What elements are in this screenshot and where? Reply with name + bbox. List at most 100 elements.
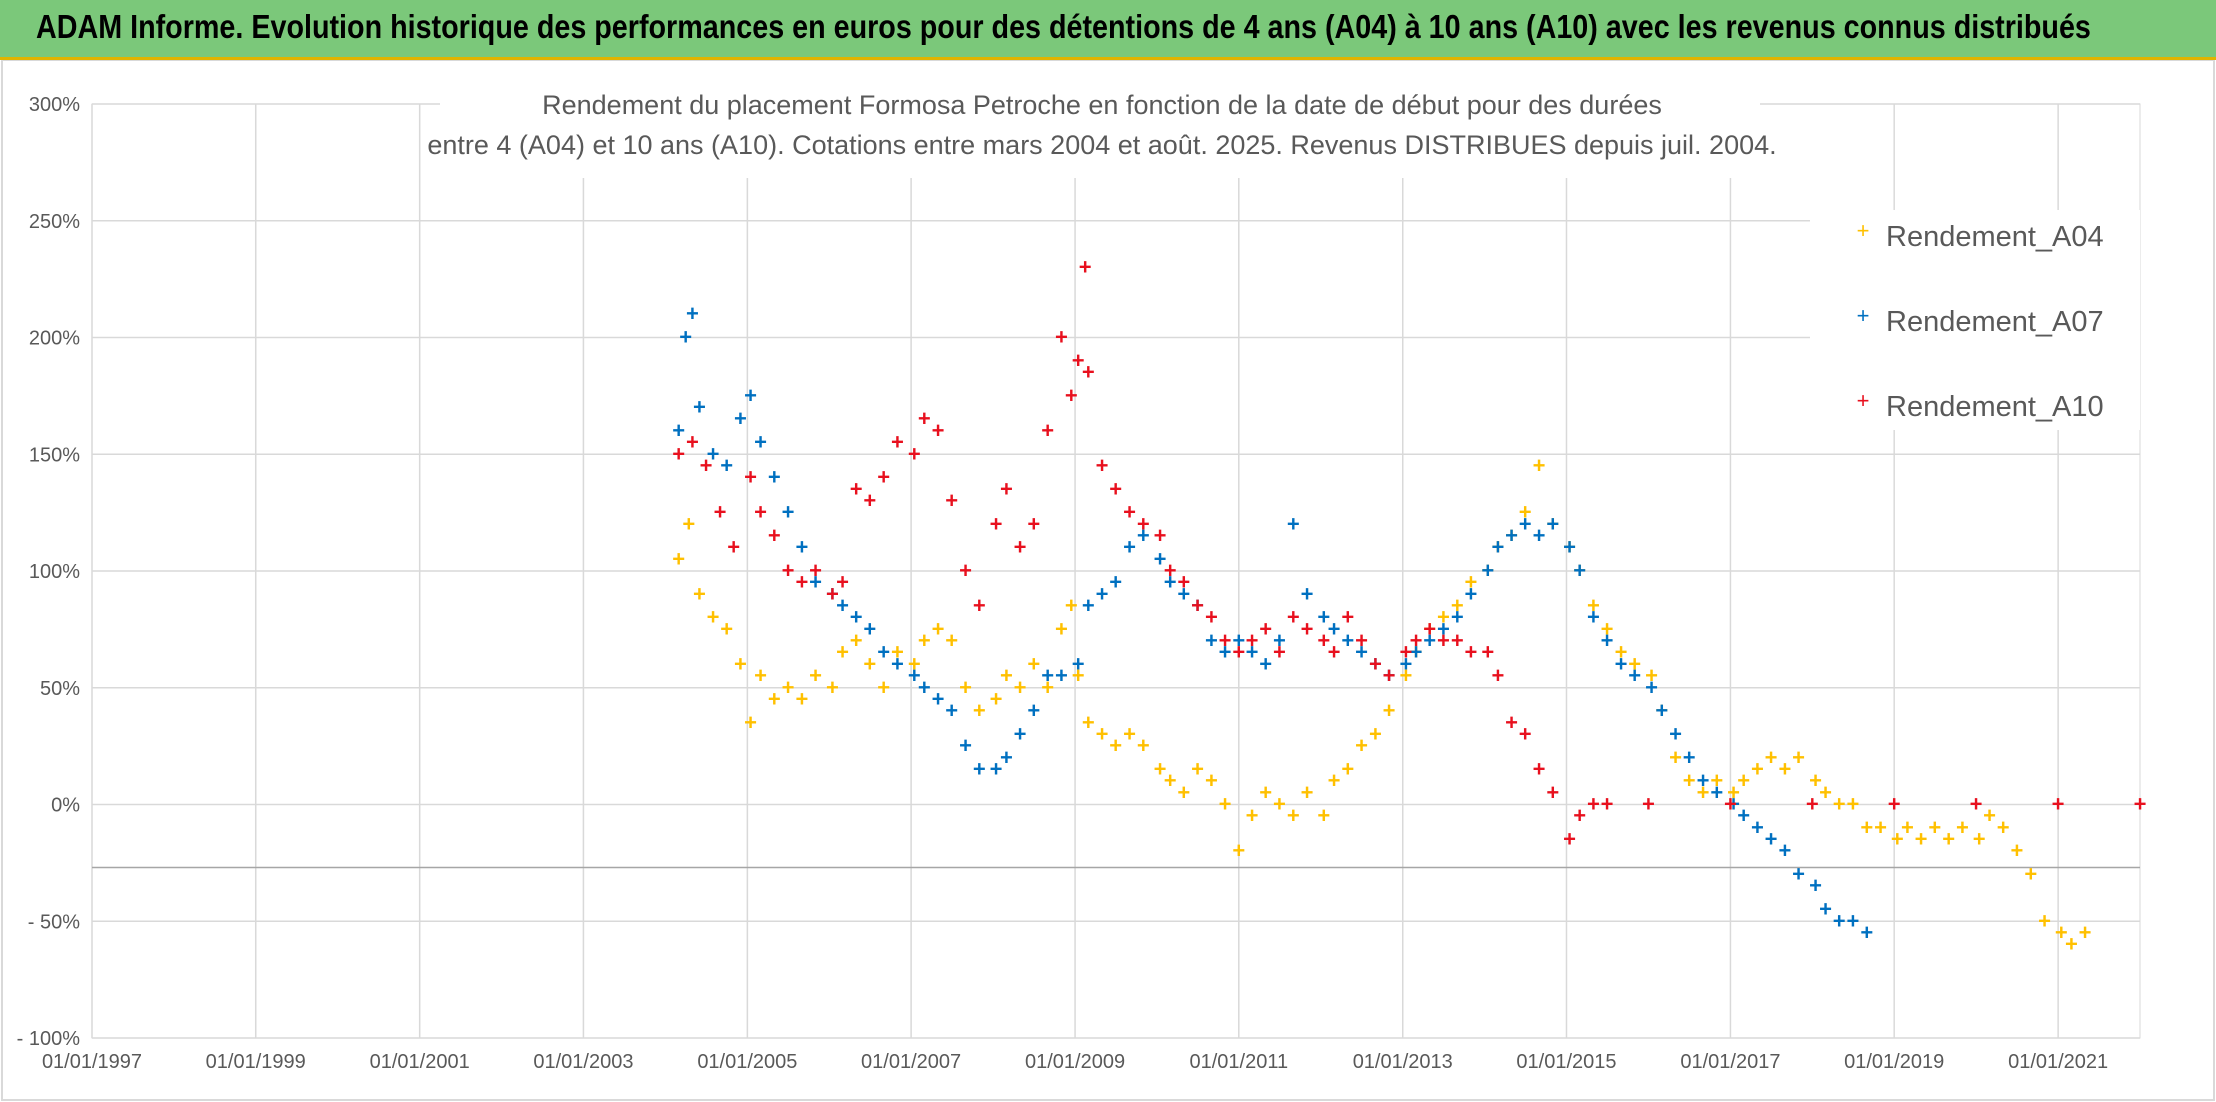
data-point: + <box>1645 663 1658 688</box>
data-point: + <box>768 686 781 711</box>
data-point: + <box>1328 640 1341 665</box>
data-point: + <box>1519 500 1532 525</box>
data-point: + <box>1491 535 1504 560</box>
data-point: + <box>1205 768 1218 793</box>
gridlines <box>91 103 2140 1039</box>
data-point: + <box>1055 663 1068 688</box>
data-point: + <box>1123 535 1136 560</box>
data-point: + <box>1533 523 1546 548</box>
data-point: + <box>945 488 958 513</box>
data-point: + <box>1778 838 1791 863</box>
data-point: + <box>990 757 1003 782</box>
data-point: + <box>2010 838 2023 863</box>
data-point: + <box>1079 255 1092 280</box>
data-point: + <box>1464 640 1477 665</box>
data-point: + <box>1027 651 1040 676</box>
data-point: + <box>1027 698 1040 723</box>
data-point: + <box>1481 640 1494 665</box>
data-point: + <box>973 593 986 618</box>
data-point: + <box>1014 722 1027 747</box>
data-point: + <box>1891 827 1904 852</box>
data-point: + <box>744 383 757 408</box>
data-point: + <box>679 325 692 350</box>
data-point: + <box>1355 640 1368 665</box>
data-point: + <box>1806 792 1819 817</box>
data-point: + <box>1355 628 1368 653</box>
data-point: + <box>1860 815 1873 840</box>
data-point: + <box>1072 651 1085 676</box>
data-point: + <box>1628 651 1641 676</box>
data-point: + <box>1191 593 1204 618</box>
data-point: + <box>672 546 685 571</box>
data-point: + <box>682 511 695 536</box>
data-point: + <box>1369 651 1382 676</box>
data-point: + <box>863 616 876 641</box>
y-tick-label: 300% <box>29 94 80 116</box>
data-point: + <box>720 616 733 641</box>
data-point: + <box>1464 581 1477 606</box>
data-point: + <box>754 500 767 525</box>
data-point: + <box>1123 500 1136 525</box>
data-point: + <box>990 511 1003 536</box>
x-tick-label: 01/01/2013 <box>1353 1051 1453 1073</box>
data-point: + <box>1273 640 1286 665</box>
y-tick-label: - 100% <box>17 1028 81 1050</box>
data-point: + <box>1533 757 1546 782</box>
data-point: + <box>1399 640 1412 665</box>
data-point: + <box>700 453 713 478</box>
data-point: + <box>1573 558 1586 583</box>
data-point: + <box>1164 570 1177 595</box>
data-point: + <box>1219 628 1232 653</box>
data-point: + <box>734 651 747 676</box>
data-point: + <box>1628 663 1641 688</box>
data-point: + <box>754 663 767 688</box>
y-tick-label: 150% <box>29 444 80 466</box>
data-point: + <box>1082 360 1095 385</box>
data-point: + <box>1301 780 1314 805</box>
data-point: + <box>1423 628 1436 653</box>
data-point: + <box>1669 745 1682 770</box>
data-point: + <box>1383 663 1396 688</box>
data-point: + <box>1317 628 1330 653</box>
data-point: + <box>1481 558 1494 583</box>
data-point: + <box>1519 511 1532 536</box>
data-point: + <box>973 698 986 723</box>
header-banner: ADAM Informe. Evolution historique des p… <box>0 0 2216 60</box>
data-point: + <box>1915 827 1928 852</box>
x-tick-label: 01/01/2019 <box>1844 1051 1944 1073</box>
data-point: + <box>1287 511 1300 536</box>
data-point: + <box>1615 640 1628 665</box>
x-tick-label: 01/01/1999 <box>206 1051 306 1073</box>
data-point: + <box>795 570 808 595</box>
data-point: + <box>1751 815 1764 840</box>
data-point: + <box>1399 663 1412 688</box>
legend: + Rendement_A04 + Rendement_A07 + Rendem… <box>1810 210 2140 430</box>
data-point: + <box>2024 862 2037 887</box>
data-point: + <box>863 651 876 676</box>
y-tick-label: 100% <box>29 561 80 583</box>
data-point: + <box>1710 780 1723 805</box>
y-tick-label: 200% <box>29 328 80 350</box>
data-point: + <box>672 418 685 443</box>
data-point: + <box>1259 616 1272 641</box>
data-point: + <box>1177 780 1190 805</box>
data-point: + <box>1383 663 1396 688</box>
data-point: + <box>1137 511 1150 536</box>
data-point: + <box>932 616 945 641</box>
data-point: + <box>877 675 890 700</box>
data-point: + <box>1727 792 1740 817</box>
data-point: + <box>1369 651 1382 676</box>
x-tick-label: 01/01/1997 <box>42 1051 142 1073</box>
data-point: + <box>1014 675 1027 700</box>
data-point: + <box>1451 628 1464 653</box>
data-point: + <box>1065 383 1078 408</box>
data-point: + <box>1191 757 1204 782</box>
data-point: + <box>1123 722 1136 747</box>
data-point: + <box>1683 768 1696 793</box>
data-point: + <box>826 581 839 606</box>
data-point: + <box>973 757 986 782</box>
y-tick-label: 50% <box>40 678 80 700</box>
data-point: + <box>1901 815 1914 840</box>
data-point: + <box>1942 827 1955 852</box>
data-point: + <box>1082 593 1095 618</box>
